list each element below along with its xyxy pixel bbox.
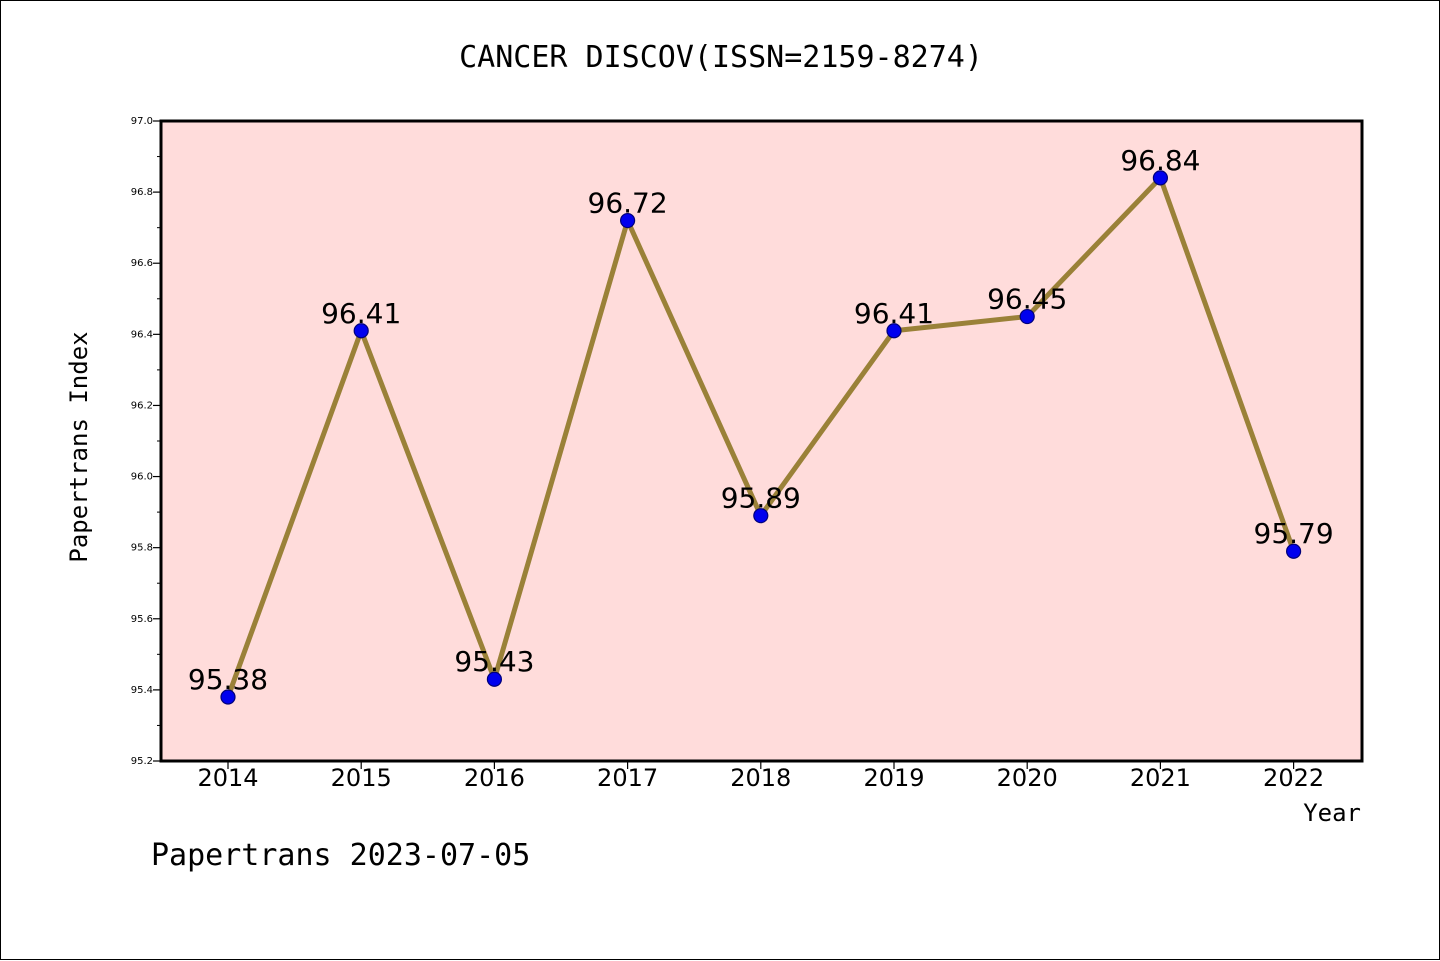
x-tick-label: 2015 bbox=[331, 764, 392, 792]
x-axis-label: Year bbox=[1303, 799, 1361, 827]
y-tick-label: 96.4 bbox=[131, 329, 153, 340]
x-tick-label: 2021 bbox=[1130, 764, 1191, 792]
data-point bbox=[753, 508, 769, 524]
data-point bbox=[619, 212, 636, 229]
data-point bbox=[1285, 543, 1302, 559]
data-label: 96.45 bbox=[987, 283, 1067, 316]
data-label: 95.89 bbox=[721, 482, 801, 515]
data-labels: 95.38 96.41 95.43 96.72 95.89 96.41 96.45 96.84… bbox=[188, 144, 1334, 696]
data-label: 96.41 bbox=[854, 297, 934, 330]
x-tick-label: 2017 bbox=[597, 764, 658, 792]
data-point bbox=[353, 323, 369, 339]
chart-title: CANCER DISCOV(ISSN=2159-8274) bbox=[459, 40, 983, 75]
x-tick-label: 2018 bbox=[730, 764, 791, 792]
data-label: 95.38 bbox=[188, 663, 268, 696]
y-tick-label: 95.6 bbox=[131, 614, 153, 625]
data-label: 95.79 bbox=[1254, 517, 1334, 550]
x-tick-label: 2014 bbox=[197, 764, 258, 792]
x-tick-label: 2020 bbox=[997, 764, 1058, 792]
x-tick-label: 2019 bbox=[863, 764, 924, 792]
plot-border bbox=[159, 119, 1364, 763]
data-label: 95.43 bbox=[454, 645, 534, 678]
y-tick-label: 95.4 bbox=[131, 685, 153, 696]
y-tick-label: 96.6 bbox=[131, 258, 153, 269]
data-label: 96.72 bbox=[588, 187, 668, 220]
data-point bbox=[1019, 308, 1035, 325]
data-point bbox=[886, 323, 902, 339]
y-axis-label: Papertrans Index bbox=[65, 331, 93, 562]
y-axis: 95.2 95.4 95.6 95.8 96.0 96.2 96.4 96.6 96.8 97.0 bbox=[131, 116, 161, 767]
y-tick-label: 96.2 bbox=[131, 400, 153, 411]
data-label: 96.41 bbox=[321, 297, 401, 330]
y-tick-label: 97.0 bbox=[131, 116, 153, 127]
x-tick-label: 2016 bbox=[464, 764, 525, 792]
data-point bbox=[1152, 170, 1169, 186]
data-point bbox=[486, 671, 502, 687]
data-label: 96.84 bbox=[1120, 144, 1200, 177]
data-point bbox=[220, 689, 236, 705]
x-tick-label: 2022 bbox=[1263, 764, 1324, 792]
series-layer bbox=[220, 170, 1302, 705]
x-axis: 2014 2015 2016 2017 2018 2019 2020 2021 2022 bbox=[197, 761, 1324, 792]
y-tick-label: 95.8 bbox=[131, 543, 153, 554]
plot-area bbox=[161, 121, 1362, 761]
y-tick-label: 95.2 bbox=[131, 756, 153, 767]
y-tick-label: 96.0 bbox=[131, 472, 153, 483]
y-tick-label: 96.8 bbox=[131, 187, 153, 198]
watermark-text: Papertrans 2023-07-05 bbox=[151, 838, 530, 873]
